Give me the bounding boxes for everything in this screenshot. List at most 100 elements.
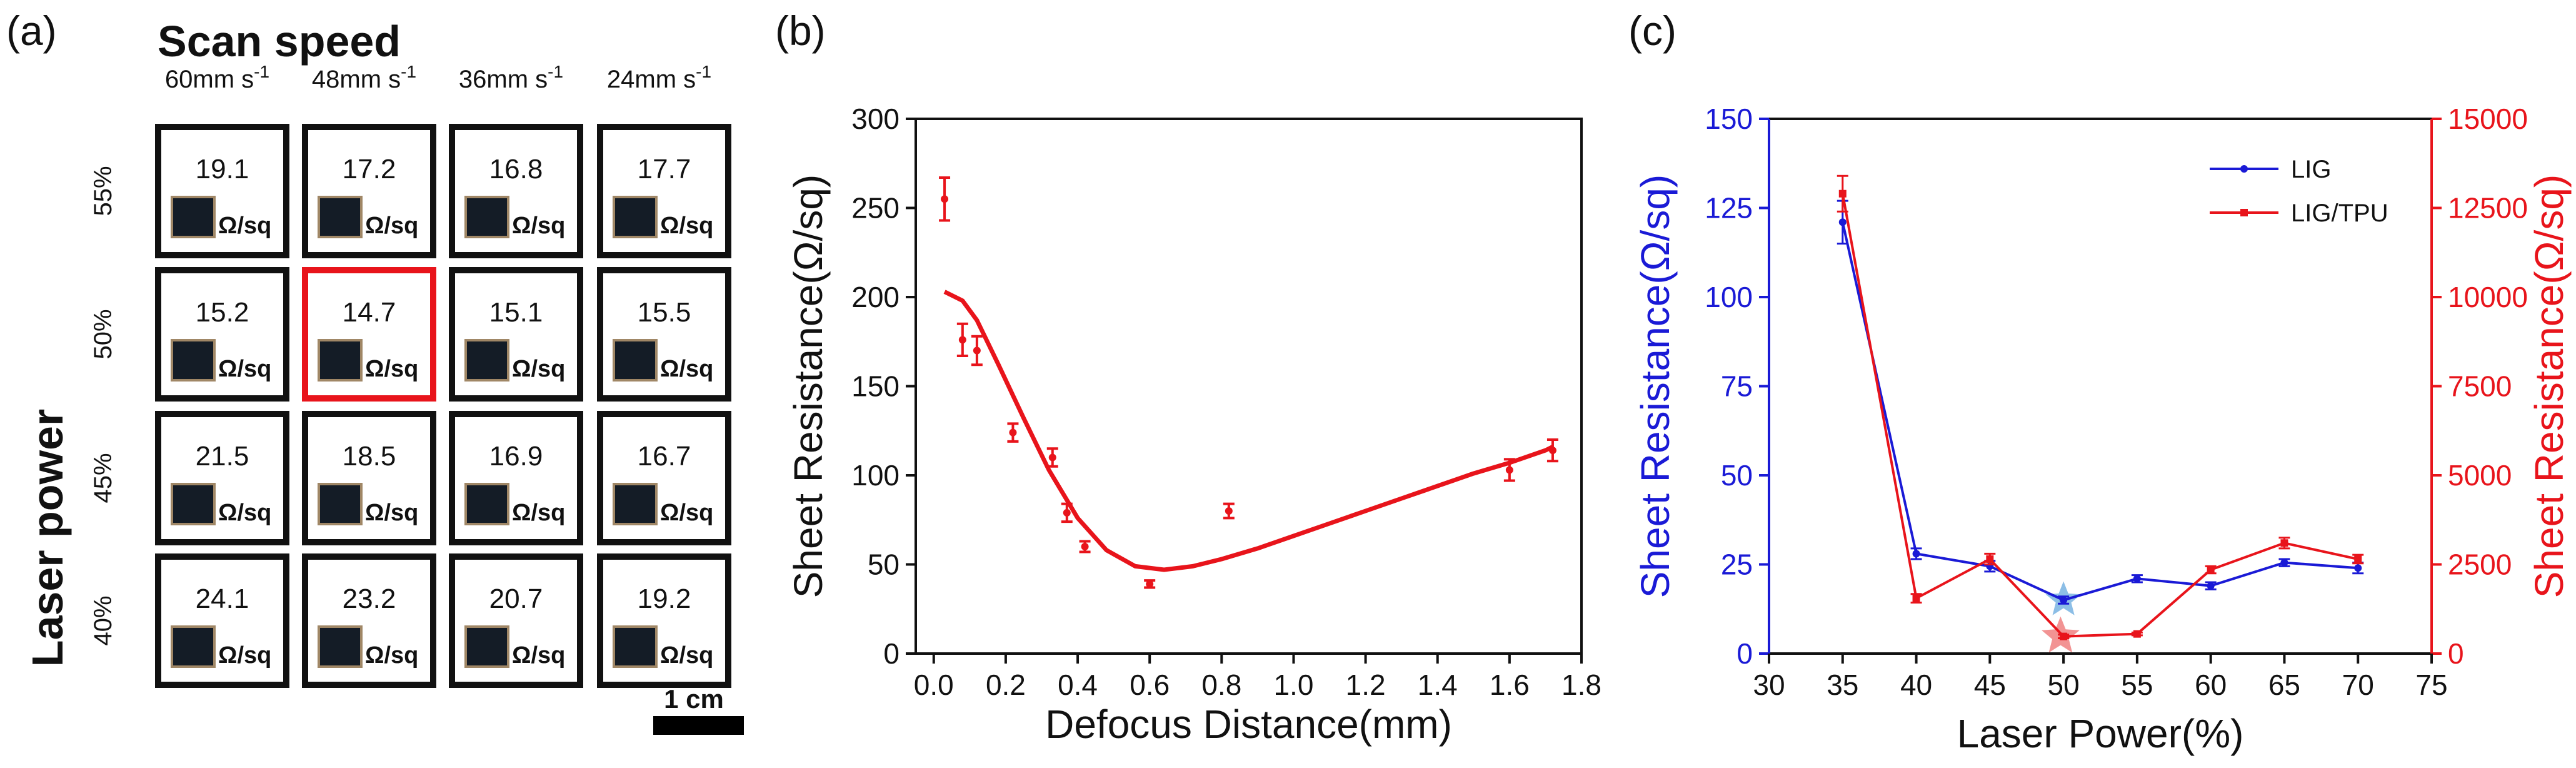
scan-speed-sup-0: -1 bbox=[254, 62, 269, 81]
marker-lig-tpu-7 bbox=[2354, 555, 2362, 563]
cell-unit-3-2: Ω/sq bbox=[512, 642, 565, 669]
x-tick-label-b-1: 0.2 bbox=[986, 669, 1026, 701]
sample-swatch-2-0 bbox=[171, 483, 216, 525]
marker-lig-tpu-3 bbox=[2060, 632, 2068, 640]
y-tick-label-right-c-1: 2500 bbox=[2448, 548, 2512, 581]
cell-value-2-0: 21.5 bbox=[196, 441, 249, 472]
marker-lig-4 bbox=[2133, 575, 2141, 583]
power-label-2: 45% bbox=[89, 453, 117, 503]
sample-swatch-2-3 bbox=[613, 483, 658, 525]
sample-swatch-3-0 bbox=[171, 625, 216, 668]
panel-b-label: (b) bbox=[775, 8, 826, 54]
panel-c: (c) 0 25 50 75 100 125 150 0 2500 5000 7500 10000 12… bbox=[1628, 8, 2572, 756]
y-tick-label-right-c-0: 0 bbox=[2448, 637, 2464, 670]
sample-swatch-0-0 bbox=[171, 196, 216, 238]
cell-value-2-2: 16.9 bbox=[489, 441, 543, 472]
data-point-b-10 bbox=[1548, 447, 1556, 455]
data-point-b-0 bbox=[941, 195, 949, 203]
data-point-b-8 bbox=[1225, 507, 1233, 515]
sample-swatch-3-2 bbox=[464, 625, 509, 668]
x-tick-label-b-8: 1.6 bbox=[1490, 669, 1530, 701]
laser-power-title: Laser power bbox=[23, 409, 72, 667]
x-tick-label-c-5: 55 bbox=[2121, 669, 2153, 701]
cell-unit-0-3: Ω/sq bbox=[660, 213, 713, 239]
cell-unit-1-2: Ω/sq bbox=[512, 356, 565, 382]
cell-value-3-1: 23.2 bbox=[343, 584, 396, 614]
panel-a: (a) Scan speed Laser power 60mm s-1 48mm … bbox=[6, 8, 744, 735]
data-point-b-2 bbox=[973, 346, 981, 355]
marker-lig-6 bbox=[2280, 558, 2288, 567]
cell-frame-1-1 bbox=[302, 267, 436, 402]
cell-unit-1-0: Ω/sq bbox=[218, 356, 271, 382]
x-axis-title-b: Defocus Distance(mm) bbox=[1045, 702, 1452, 747]
marker-lig-tpu-6 bbox=[2280, 539, 2288, 547]
y-tick-label-b-3: 150 bbox=[851, 370, 900, 403]
y-tick-label-b-1: 50 bbox=[868, 548, 900, 581]
cell-value-3-2: 20.7 bbox=[489, 584, 543, 614]
panel-b: (b) 0 50 100 150 200 250 300 0.0 0.2 0.4 0.6 0.8 1.0… bbox=[775, 8, 1601, 747]
cell-value-3-0: 24.1 bbox=[196, 584, 249, 614]
scan-speed-sup-1: -1 bbox=[401, 62, 416, 81]
y-tick-label-b-6: 300 bbox=[851, 103, 900, 135]
y-tick-label-right-c-6: 15000 bbox=[2448, 103, 2528, 135]
y-tick-label-right-c-5: 12500 bbox=[2448, 192, 2528, 225]
chart-c: 0 25 50 75 100 125 150 0 2500 5000 7500 10000 12500 1… bbox=[1633, 103, 2572, 756]
cell-unit-2-1: Ω/sq bbox=[365, 500, 418, 526]
sample-swatch-1-3 bbox=[613, 339, 658, 381]
cell-value-0-0: 19.1 bbox=[196, 154, 249, 184]
plot-frame-b bbox=[915, 118, 1583, 655]
scan-speed-label-2: 36mm s-1 bbox=[459, 62, 563, 93]
cell-unit-3-3: Ω/sq bbox=[660, 642, 713, 669]
y-tick-label-b-2: 100 bbox=[851, 459, 900, 492]
sample-swatch-3-1 bbox=[318, 625, 363, 668]
cell-unit-1-3: Ω/sq bbox=[660, 356, 713, 382]
marker-lig-1 bbox=[1912, 550, 1920, 558]
sample-swatch-1-2 bbox=[464, 339, 509, 381]
data-point-b-9 bbox=[1505, 466, 1513, 474]
scale-bar: 1 cm bbox=[653, 684, 744, 735]
y-tick-label-left-c-5: 125 bbox=[1705, 192, 1753, 225]
cell-unit-0-0: Ω/sq bbox=[218, 213, 271, 239]
scan-speed-label-0: 60mm s-1 bbox=[165, 62, 269, 93]
legend-label-lig-tpu: LIG/TPU bbox=[2291, 200, 2388, 227]
scan-speed-label-3: 24mm s-1 bbox=[607, 62, 711, 93]
sample-swatch-0-1 bbox=[318, 196, 363, 238]
series-line-lig bbox=[1841, 221, 2358, 602]
scan-speed-sup-2: -1 bbox=[548, 62, 563, 81]
data-point-b-6 bbox=[1081, 543, 1089, 550]
cell-unit-3-1: Ω/sq bbox=[365, 642, 418, 669]
cell-value-3-3: 19.2 bbox=[638, 584, 691, 614]
sample-swatch-0-2 bbox=[464, 196, 509, 238]
y-tick-label-right-c-3: 7500 bbox=[2448, 370, 2512, 403]
x-tick-label-b-9: 1.8 bbox=[1561, 669, 1601, 701]
sample-swatch-2-1 bbox=[318, 483, 363, 525]
data-point-b-3 bbox=[1009, 428, 1017, 437]
x-axis-title-c: Laser Power(%) bbox=[1957, 711, 2244, 756]
sample-swatch-1-0 bbox=[171, 339, 216, 381]
x-tick-label-b-2: 0.4 bbox=[1058, 669, 1098, 701]
legend-label-lig: LIG bbox=[2291, 156, 2331, 183]
data-point-b-5 bbox=[1063, 508, 1071, 517]
cell-frame-3-3 bbox=[597, 553, 731, 688]
cell-value-1-3: 15.5 bbox=[638, 297, 691, 328]
cell-frame-2-2 bbox=[449, 411, 583, 545]
y-axis-title-left-c: Sheet Resistance(Ω/sq) bbox=[1633, 174, 1678, 598]
series-line-lig-tpu bbox=[1841, 193, 2358, 638]
y-tick-label-left-c-4: 100 bbox=[1705, 281, 1753, 313]
scan-speed-header: Scan speed bbox=[158, 17, 401, 66]
x-tick-label-b-3: 0.6 bbox=[1130, 669, 1170, 701]
y-tick-label-b-0: 0 bbox=[883, 637, 900, 670]
y-tick-label-left-c-1: 25 bbox=[1721, 548, 1753, 581]
panel-c-label: (c) bbox=[1628, 8, 1676, 54]
marker-lig-7 bbox=[2354, 564, 2362, 572]
x-tick-label-c-1: 35 bbox=[1827, 669, 1858, 701]
y-tick-label-right-c-2: 5000 bbox=[2448, 459, 2512, 492]
scan-speed-sup-3: -1 bbox=[696, 62, 711, 81]
cell-unit-1-1: Ω/sq bbox=[365, 356, 418, 382]
cell-unit-2-3: Ω/sq bbox=[660, 500, 713, 526]
x-tick-label-c-2: 40 bbox=[1900, 669, 1932, 701]
y-tick-label-b-4: 200 bbox=[851, 281, 900, 313]
cell-unit-2-0: Ω/sq bbox=[218, 500, 271, 526]
sample-swatch-1-1 bbox=[318, 339, 363, 381]
